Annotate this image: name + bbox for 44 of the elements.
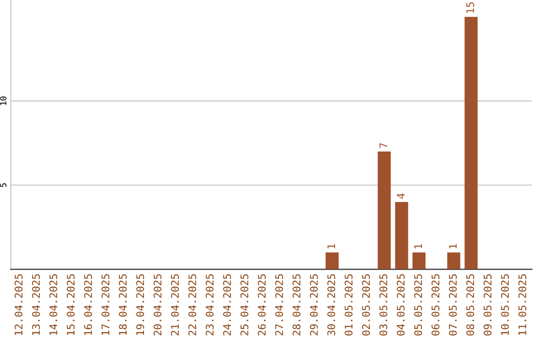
bar xyxy=(395,202,408,270)
data-label: 1 xyxy=(414,244,422,248)
y-tick-label: 10 xyxy=(0,96,6,105)
x-tick-label: 13.04.2025 xyxy=(32,274,40,335)
x-tick-label: 03.05.2025 xyxy=(379,274,388,336)
x-tick-label: 07.05.2025 xyxy=(448,274,457,336)
x-tick-label: 10.05.2025 xyxy=(501,274,509,335)
x-tick-label: 21.04.2025 xyxy=(170,274,179,336)
x-tick-label: 16.04.2025 xyxy=(84,274,92,335)
bar xyxy=(464,16,478,270)
data-label: 4 xyxy=(396,193,405,199)
y-tick-label: 5 xyxy=(0,183,6,188)
x-tick-label: 15.04.2025 xyxy=(66,274,75,335)
bar xyxy=(412,252,426,270)
bar xyxy=(326,252,339,270)
data-label: 7 xyxy=(380,143,388,148)
x-tick-label: 27.04.2025 xyxy=(275,274,284,336)
x-tick-label: 06.05.2025 xyxy=(432,274,440,336)
x-tick-label: 05.05.2025 xyxy=(414,274,422,336)
x-tick-label: 18.04.2025 xyxy=(118,274,127,335)
x-tick-label: 28.04.2025 xyxy=(292,274,300,336)
x-tick-label: 11.05.2025 xyxy=(518,274,526,335)
x-tick-label: 20.04.2025 xyxy=(154,274,162,336)
x-tick-label: 29.04.2025 xyxy=(310,274,318,336)
bar xyxy=(378,151,391,270)
data-label: 1 xyxy=(449,244,457,248)
x-tick-label: 23.04.2025 xyxy=(206,274,214,336)
x-tick-label: 08.05.2025 xyxy=(466,274,474,336)
x-tick-label: 04.05.2025 xyxy=(396,274,405,336)
data-label: 1 xyxy=(327,244,336,248)
x-tick-label: 22.04.2025 xyxy=(188,274,196,336)
x-tick-label: 19.04.2025 xyxy=(136,274,144,335)
x-tick-label: 14.04.2025 xyxy=(49,274,58,335)
x-tick-label: 25.04.2025 xyxy=(240,274,248,336)
x-tick-label: 30.04.2025 xyxy=(327,274,336,336)
bar xyxy=(447,252,460,270)
x-tick-label: 24.04.2025 xyxy=(223,274,231,336)
x-tick-label: 17.04.2025 xyxy=(102,274,110,335)
x-tick-label: 02.05.2025 xyxy=(362,274,370,336)
x-tick-label: 09.05.2025 xyxy=(484,274,492,336)
data-label: 15 xyxy=(466,2,474,13)
x-tick-label: 01.05.2025 xyxy=(344,274,353,336)
x-tick-label: 12.04.2025 xyxy=(14,274,23,335)
x-tick-label: 26.04.2025 xyxy=(258,274,266,336)
